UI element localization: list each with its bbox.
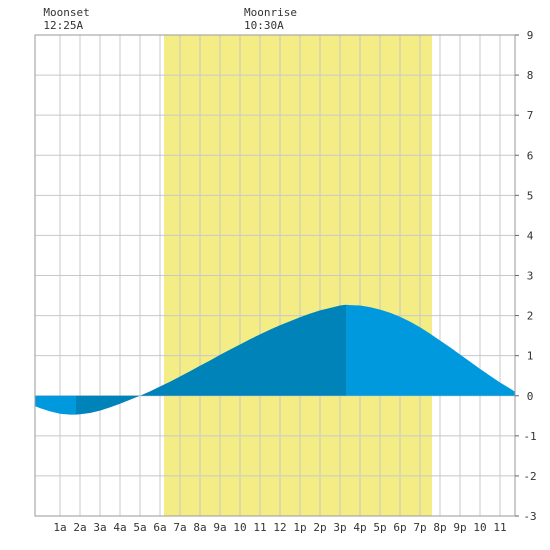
x-tick-label: 8p xyxy=(433,521,446,534)
x-tick-label: 12 xyxy=(273,521,286,534)
x-axis-ticks: 1a 2a 3a 4a 5a 6a 7a 8a 9a 10 11 12 1p 2p 3p 4p 5p 6p 7p 8p… xyxy=(53,521,506,534)
moonrise-label: Moonrise xyxy=(244,6,297,19)
x-tick-label: 6a xyxy=(153,521,166,534)
y-tick-label: 3 xyxy=(527,270,534,283)
y-tick-label: 9 xyxy=(527,29,534,42)
y-tick-label: 7 xyxy=(527,109,534,122)
y-tick-label: 4 xyxy=(527,229,534,242)
x-tick-label: 1a xyxy=(53,521,66,534)
x-tick-label: 11 xyxy=(253,521,266,534)
x-tick-label: 7p xyxy=(413,521,426,534)
moon-annotations: Moonset 12:25A Moonrise 10:30A xyxy=(43,6,297,32)
moonset-label: Moonset xyxy=(43,6,89,19)
x-tick-label: 7a xyxy=(173,521,186,534)
y-tick-label: 2 xyxy=(527,310,534,323)
x-tick-label: 8a xyxy=(193,521,206,534)
x-tick-label: 5p xyxy=(373,521,386,534)
x-tick-label: 4a xyxy=(113,521,126,534)
x-tick-label: 1p xyxy=(293,521,306,534)
x-tick-label: 3p xyxy=(333,521,346,534)
tide-rising-area xyxy=(76,304,346,415)
x-tick-label: 9p xyxy=(453,521,466,534)
x-tick-label: 6p xyxy=(393,521,406,534)
x-tick-label: 10 xyxy=(233,521,246,534)
tide-area xyxy=(35,304,515,415)
x-tick-label: 9a xyxy=(213,521,226,534)
x-tick-label: 5a xyxy=(133,521,146,534)
y-tick-label: 8 xyxy=(527,69,534,82)
x-tick-label: 2p xyxy=(313,521,326,534)
y-tick-label: 6 xyxy=(527,149,534,162)
y-tick-label: 5 xyxy=(527,189,534,202)
y-tick-label: 1 xyxy=(527,350,534,363)
x-tick-label: 4p xyxy=(353,521,366,534)
x-tick-label: 2a xyxy=(73,521,86,534)
x-tick-label: 10 xyxy=(473,521,486,534)
tide-falling-area xyxy=(346,304,515,396)
moonrise-time: 10:30A xyxy=(244,19,284,32)
y-axis-ticks: -3 -2 -1 0 1 2 3 4 5 6 7 8 9 xyxy=(515,29,537,523)
x-tick-label: 11 xyxy=(493,521,506,534)
y-tick-label: -3 xyxy=(523,510,536,523)
y-tick-label: -2 xyxy=(523,470,536,483)
x-tick-label: 3a xyxy=(93,521,106,534)
moonset-time: 12:25A xyxy=(43,19,83,32)
y-tick-label: -1 xyxy=(523,430,536,443)
tide-falling-area xyxy=(35,395,76,415)
y-tick-label: 0 xyxy=(527,390,534,403)
